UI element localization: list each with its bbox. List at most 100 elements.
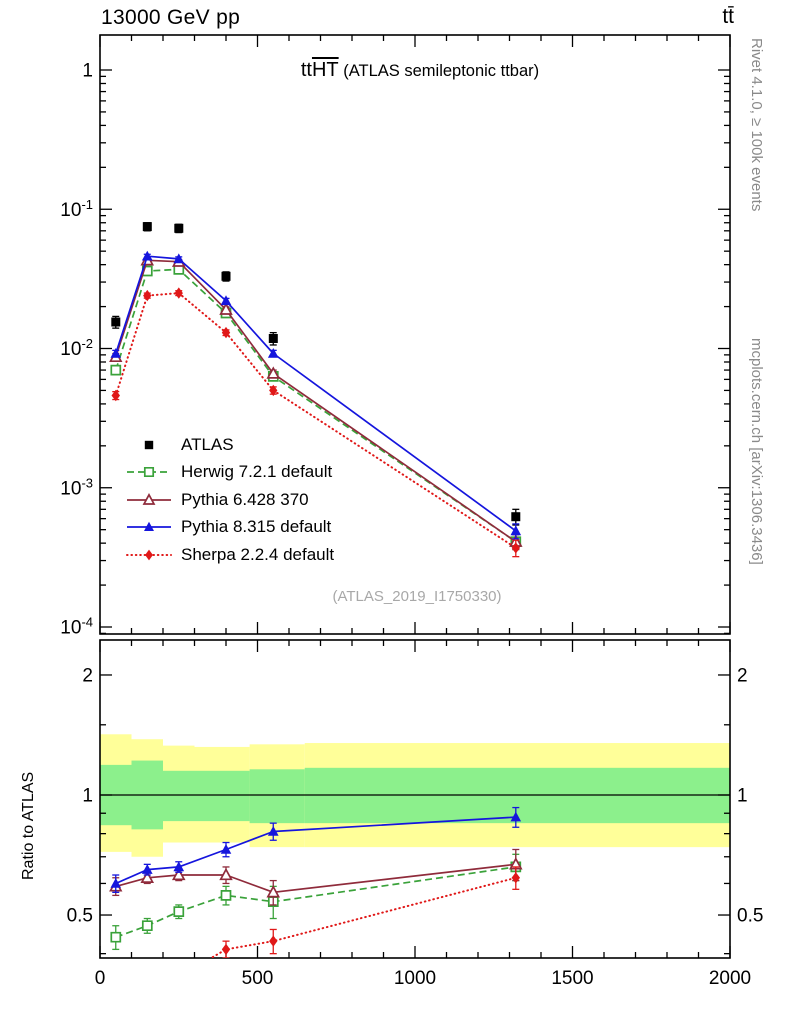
legend-label: Pythia 6.428 370 — [181, 489, 309, 509]
ratio-series-pythia-6-428-370 — [109, 848, 523, 906]
data-point-marker — [266, 366, 281, 379]
data-point-marker — [269, 935, 278, 947]
data-point-marker — [171, 867, 186, 881]
data-point-marker — [143, 981, 151, 992]
legend-item-pythia-6-428-370: Pythia 6.428 370 — [126, 486, 334, 514]
analysis-id-watermark: (ATLAS_2019_I1750330) — [332, 588, 502, 605]
observable-title-suffix: (ATLAS semileptonic ttbar) — [338, 62, 540, 80]
series-line — [114, 259, 517, 543]
main-series-atlas — [111, 222, 521, 526]
data-point-marker — [511, 542, 520, 554]
data-point-marker — [173, 906, 185, 917]
data-point-marker — [110, 878, 121, 888]
data-point-marker — [174, 223, 184, 233]
observable-title-prefix: tt — [300, 59, 312, 81]
x-tick-label: 2000 — [709, 968, 751, 989]
x-tick-label: 1000 — [394, 968, 436, 989]
legend-marker-pythia-6-428-370 — [127, 492, 171, 505]
main-series-pythia-8-315-default — [110, 250, 522, 540]
process-title: tt̄ — [722, 5, 734, 28]
series-line — [114, 255, 517, 532]
main-y-tick-label: 10-2 — [60, 336, 93, 360]
main-y-tick-label: 10-1 — [60, 197, 93, 221]
axis-tick-labels: 1 10-1 10-2 10-3 10-4 0.5 0.5 1 1 2 2 0 500 1000 1500 2… — [60, 61, 763, 990]
data-point-marker — [110, 348, 121, 358]
data-point-marker — [173, 861, 185, 872]
ratio-series-herwig-7-2-1-default — [110, 853, 522, 951]
ratio-y-tick-label: 0.5 — [67, 906, 93, 927]
legend-item-sherpa-2-2-4-default: Sherpa 2.2.4 default — [126, 541, 334, 569]
ratio-series-sherpa-2-2-4-default — [112, 866, 520, 1003]
legend-label: Pythia 8.315 default — [181, 517, 332, 537]
data-point-marker — [111, 389, 120, 402]
axis-ticks — [99, 35, 731, 958]
data-point-marker — [510, 525, 522, 536]
main-y-tick-label: 10-4 — [60, 615, 93, 639]
data-point-marker — [220, 844, 232, 854]
ratio-axis-title: Ratio to ATLAS — [20, 771, 37, 880]
data-point-marker — [110, 364, 122, 376]
ratio-y-tick-label-right: 1 — [737, 786, 748, 807]
series-line — [115, 863, 516, 894]
data-point-marker — [221, 943, 231, 956]
beam-energy-title: 13000 GeV pp — [101, 6, 241, 29]
legend-label: Herwig 7.2.1 default — [181, 462, 333, 482]
data-point-marker — [144, 522, 154, 532]
data-point-marker — [510, 811, 522, 822]
data-point-marker — [175, 971, 183, 982]
legend-marker-sherpa-2-2-4-default — [126, 549, 172, 561]
ratio-y-tick-label-right: 0.5 — [737, 906, 763, 927]
data-point-marker — [220, 890, 232, 901]
ratio-y-tick-label-right: 2 — [737, 665, 748, 686]
data-point-marker — [221, 326, 231, 339]
data-point-marker — [267, 826, 279, 836]
series-line — [209, 876, 517, 958]
data-point-marker — [144, 440, 154, 449]
data-point-marker — [143, 289, 152, 302]
data-point-marker — [142, 222, 152, 232]
legend: ATLAS Herwig 7.2.1 default Pythia 6.428 37… — [126, 431, 334, 569]
legend-item-pythia-8-315-default: Pythia 8.315 default — [126, 514, 334, 542]
legend-item-atlas: ATLAS — [126, 431, 334, 459]
legend-label: Sherpa 2.2.4 default — [181, 544, 335, 564]
ratio-y-tick-label: 1 — [82, 786, 93, 807]
observable-title-ht: HT — [311, 59, 339, 81]
series-line — [115, 816, 516, 885]
green-band-segment — [194, 770, 250, 822]
data-point-marker — [174, 287, 183, 299]
data-point-marker — [269, 384, 278, 397]
data-point-marker — [511, 512, 521, 522]
legend-label: ATLAS — [181, 434, 234, 454]
data-point-marker — [112, 992, 121, 1003]
x-tick-label: 1500 — [551, 968, 593, 989]
data-point-marker — [511, 872, 520, 884]
legend-item-herwig-7-2-1-default: Herwig 7.2.1 default — [126, 459, 334, 487]
x-tick-label: 0 — [95, 968, 106, 989]
data-point-marker — [145, 549, 153, 561]
observable-title: ttHT (ATLAS semileptonic ttbar) — [301, 59, 539, 82]
data-point-marker — [142, 492, 156, 505]
data-point-marker — [111, 317, 121, 327]
data-point-marker — [140, 870, 155, 883]
rivet-version-label: Rivet 4.1.0, ≥ 100k events — [748, 38, 765, 212]
data-point-marker — [110, 931, 122, 943]
data-point-marker — [266, 885, 281, 898]
green-band-segment — [249, 769, 305, 824]
data-point-marker — [219, 302, 233, 315]
legend-marker-atlas — [144, 440, 154, 449]
series-line — [114, 292, 517, 549]
data-point-marker — [141, 864, 153, 874]
legend-marker-herwig-7-2-1-default — [127, 467, 171, 478]
x-tick-label: 500 — [242, 968, 274, 989]
ratio-series-pythia-8-315-default — [110, 806, 522, 893]
ratio-y-tick-label: 2 — [82, 665, 93, 686]
main-y-tick-label: 10-3 — [60, 475, 93, 499]
data-point-marker — [143, 467, 155, 478]
mcplots-credit-label: mcplots.cern.ch [arXiv:1306.3436] — [748, 338, 765, 565]
data-point-marker — [220, 295, 232, 306]
main-series-sherpa-2-2-4-default — [111, 287, 520, 558]
series-line — [114, 268, 517, 543]
green-band-segment — [163, 770, 195, 822]
